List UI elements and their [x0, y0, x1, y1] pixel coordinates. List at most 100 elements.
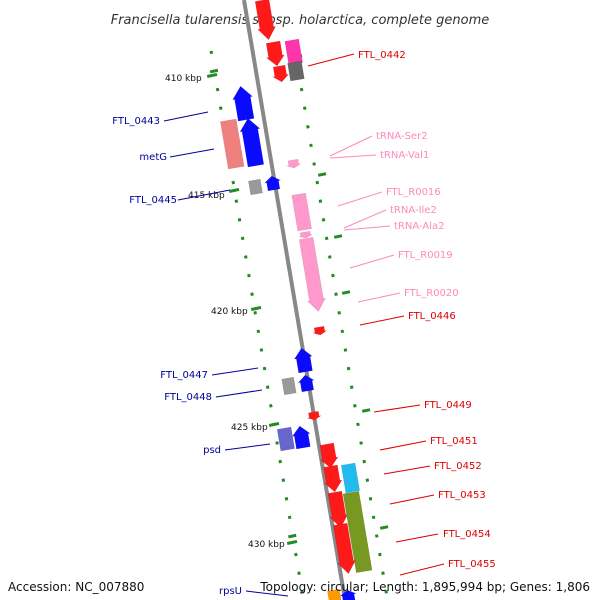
tick-mark	[353, 404, 357, 408]
label-connector	[373, 404, 421, 413]
gene-feature	[342, 490, 373, 574]
tick-mark	[337, 311, 341, 315]
tick-mark	[299, 87, 304, 92]
scale-major-tick	[228, 187, 240, 193]
label-connector	[343, 225, 391, 231]
gene-label: tRNA-Ile2	[390, 205, 437, 216]
label-connector	[343, 209, 387, 229]
tick-mark	[317, 172, 327, 177]
label-connector	[177, 189, 231, 201]
gene-label: FTL_0443	[112, 116, 160, 127]
tick-mark	[297, 571, 301, 575]
tick-mark	[381, 571, 385, 575]
tick-mark	[378, 552, 382, 557]
tick-mark	[361, 408, 371, 413]
scale-label: 425 kbp	[231, 423, 268, 433]
label-connector	[359, 315, 405, 326]
genome-summary: Topology: circular; Length: 1,895,994 bp…	[260, 580, 590, 594]
gene-label: metG	[139, 152, 167, 163]
label-connector	[329, 154, 377, 159]
tick-mark	[256, 329, 261, 334]
tick-mark	[218, 106, 223, 110]
gene-feature	[276, 426, 295, 452]
tick-mark	[340, 329, 345, 334]
tick-mark	[365, 478, 370, 482]
scale-ticks	[209, 50, 389, 594]
tick-mark	[269, 404, 273, 408]
gene-feature	[239, 117, 265, 168]
gene-feature	[254, 0, 277, 41]
tick-mark	[312, 162, 316, 166]
accession-text: Accession: NC_007880	[8, 580, 145, 594]
scale-major-tick	[286, 539, 298, 545]
tick-mark	[234, 199, 239, 203]
tick-mark	[278, 459, 283, 464]
scale-label: 415 kbp	[188, 191, 225, 201]
gene-label: FTL_0455	[448, 559, 496, 570]
gene-feature	[297, 374, 315, 393]
gene-feature	[232, 85, 255, 122]
scale-labels: 410 kbp 415 kbp 420 kbp 425 kbp 430 kbp	[165, 72, 298, 550]
gene-label: FTL_0452	[434, 461, 482, 472]
tick-mark	[294, 552, 298, 557]
gene-label: psd	[203, 445, 221, 456]
gene-labels: FTL_0442 tRNA-Ser2 tRNA-Val1 FTL_R0016 tRNA-…	[112, 50, 495, 597]
tick-mark	[253, 311, 257, 315]
gene-feature	[291, 425, 311, 450]
gene-label: tRNA-Ala2	[394, 221, 444, 232]
rna-feature	[298, 230, 313, 239]
scale-label: 430 kbp	[248, 540, 285, 550]
tick-mark	[374, 534, 379, 538]
gene-feature	[327, 490, 349, 529]
tick-mark	[237, 218, 242, 222]
gene-feature	[248, 178, 263, 196]
gene-label: FTL_0447	[160, 370, 208, 381]
label-connector	[169, 148, 215, 158]
rna-feature	[291, 192, 312, 232]
tick-mark	[362, 459, 367, 464]
tick-mark	[324, 236, 329, 241]
tick-mark	[328, 255, 332, 259]
label-connector	[245, 590, 289, 597]
tick-mark	[287, 515, 292, 520]
tick-mark	[384, 590, 388, 594]
label-connector	[337, 191, 383, 207]
gene-feature	[287, 60, 305, 82]
tick-mark	[247, 273, 251, 278]
tick-mark	[302, 106, 307, 110]
gene-label: rpsU	[219, 586, 242, 597]
gene-label: FTL_R0016	[386, 187, 441, 198]
gene-feature	[312, 325, 327, 336]
label-connector	[163, 111, 209, 122]
gene-label: tRNA-Val1	[380, 150, 429, 161]
gene-label: FTL_0446	[408, 311, 456, 322]
label-connector	[211, 367, 259, 376]
label-connector	[224, 443, 271, 451]
tick-mark	[333, 234, 343, 239]
tick-mark	[262, 366, 267, 371]
gene-feature	[327, 588, 342, 600]
tick-mark	[281, 478, 286, 482]
tick-mark	[318, 199, 323, 203]
gene-label: FTL_R0019	[398, 250, 453, 261]
tick-mark	[209, 68, 219, 74]
tick-mark	[359, 441, 363, 445]
label-connector	[389, 494, 435, 505]
gene-feature	[333, 522, 356, 575]
tick-mark	[259, 348, 264, 352]
tick-mark	[265, 385, 270, 389]
gene-feature	[220, 118, 245, 170]
tick-mark	[368, 497, 373, 501]
gene-label: FTL_0442	[358, 50, 406, 61]
tick-mark	[334, 292, 338, 296]
label-connector	[399, 563, 445, 576]
tick-mark	[356, 422, 360, 427]
gene-feature	[281, 376, 297, 396]
label-connector	[329, 135, 373, 157]
gene-label: FTL_0454	[443, 529, 491, 540]
tick-mark	[209, 50, 214, 55]
tick-mark	[275, 441, 279, 445]
label-connector	[307, 53, 355, 67]
scale-major-tick	[206, 72, 218, 78]
